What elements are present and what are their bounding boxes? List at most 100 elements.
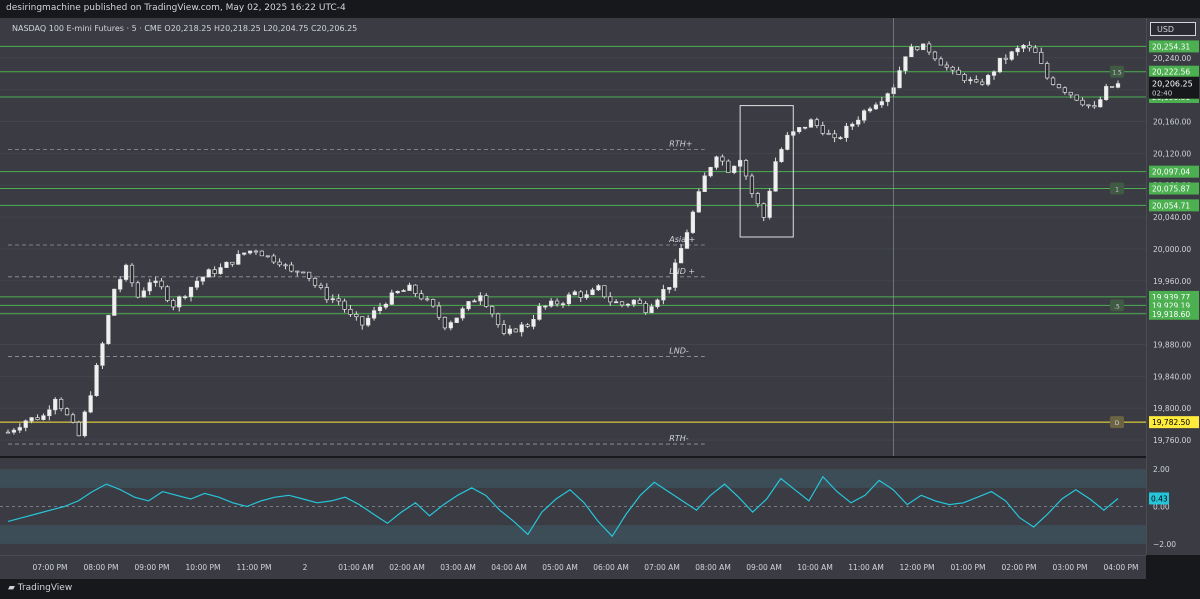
candle-body (667, 287, 672, 290)
candle-body (602, 285, 607, 298)
time-tick-label: 03:00 AM (440, 563, 476, 572)
currency-button[interactable]: USD (1150, 22, 1196, 36)
candle-body (100, 343, 105, 366)
candle-body (118, 279, 123, 290)
candle-body (1003, 57, 1008, 60)
session-level-label: RTH- (669, 434, 688, 443)
candle-body (354, 313, 359, 318)
candle-body (590, 289, 595, 296)
candle-body (395, 290, 400, 294)
candle-body (11, 429, 17, 433)
candle-body (371, 310, 377, 319)
candle-body (1015, 47, 1020, 53)
candle-body (318, 284, 324, 288)
candle-body (1115, 83, 1121, 88)
level-price-badge-label: 20,097.04 (1152, 168, 1190, 177)
candle-body (29, 417, 34, 422)
upper-band (0, 469, 1146, 488)
time-tick-label: 11:00 AM (848, 563, 884, 572)
candle-body (879, 101, 884, 106)
candle-body (861, 110, 867, 121)
price-tick-label: 20,040.00 (1153, 213, 1191, 222)
level-tag-badge (1110, 182, 1124, 195)
symbol-legend: NASDAQ 100 E-mini Futures · 5 · CME O20,… (12, 24, 358, 33)
candle-body (94, 364, 99, 396)
time-tick-label: 01:00 AM (338, 563, 374, 572)
time-tick-label: 02:00 AM (389, 563, 425, 572)
candle-body (1033, 47, 1038, 53)
candle-body (76, 421, 81, 437)
candle-body (909, 46, 914, 58)
level-price-badge (1149, 416, 1199, 429)
price-chart[interactable]: RTH+Asia +LND +LND-RTH-1.51.5D (0, 18, 1146, 456)
candle-body (678, 248, 684, 264)
candle-body (625, 303, 631, 306)
price-tick-label: 19,760.00 (1153, 436, 1191, 445)
candle-body (1009, 51, 1014, 60)
candle-body (915, 46, 920, 51)
candle-body (985, 75, 991, 85)
candle-body (578, 291, 583, 298)
candle-body (785, 134, 790, 150)
candle-body (135, 282, 141, 298)
candle-body (773, 161, 778, 192)
candle-body (218, 267, 223, 274)
candle-body (826, 132, 831, 135)
candle-body (897, 70, 902, 89)
candle-body (543, 305, 548, 308)
price-tick-label: 19,800.00 (1153, 404, 1191, 413)
candle-body (513, 328, 518, 333)
price-pane[interactable]: RTH+ Asia + LND + LND- RTH- 1.5 1.5 D (0, 18, 1146, 456)
candle-body (336, 298, 341, 302)
candle-body (141, 290, 146, 298)
candle-body (454, 317, 459, 323)
candle-body (554, 300, 560, 305)
indicator-chart[interactable] (0, 458, 1146, 555)
price-axis[interactable]: 20,240.0020,200.0020,160.0020,120.0020,0… (1146, 18, 1200, 555)
candle-body (253, 250, 259, 253)
candle-body (1092, 105, 1097, 108)
candle-body (301, 271, 306, 274)
candle-body (1080, 99, 1085, 106)
candle-body (1056, 84, 1062, 89)
time-tick-label: 10:00 PM (186, 563, 221, 572)
candle-body (867, 108, 873, 112)
candle-body (850, 123, 855, 127)
candle-body (360, 316, 365, 326)
candle-body (708, 167, 713, 177)
candle-body (271, 255, 276, 263)
last-price-label: 20,206.25 (1152, 80, 1193, 89)
candle-body (560, 303, 566, 306)
candle-body (436, 305, 442, 318)
indicator-pane[interactable] (0, 458, 1146, 555)
candle-body (1027, 45, 1032, 49)
candle-body (242, 252, 247, 255)
candle-body (106, 315, 111, 345)
candle-body (413, 284, 418, 294)
candle-body (200, 276, 205, 282)
indicator-tick-label: −2.00 (1153, 540, 1176, 549)
candle-body (732, 165, 737, 173)
candle-body (549, 300, 554, 307)
candle-body (348, 308, 353, 315)
time-tick-label: 03:00 PM (1053, 563, 1088, 572)
level-tag-badge (1110, 65, 1124, 78)
candle-body (47, 409, 52, 417)
candle-body (619, 301, 625, 306)
candle-body (88, 395, 93, 413)
candle-body (507, 328, 512, 334)
candle-body (1074, 94, 1079, 101)
candle-body (147, 282, 152, 292)
candle-body (183, 296, 188, 299)
time-tick-label: 04:00 PM (1104, 563, 1139, 572)
level-price-badge-label: 19,782.50 (1152, 418, 1190, 427)
time-axis[interactable]: 07:00 PM 08:00 PM 09:00 PM 10:00 PM 11:00 PM… (0, 555, 1146, 580)
candle-body (419, 293, 424, 300)
candle-body (661, 289, 666, 301)
candle-body (212, 269, 217, 274)
candle-body (188, 286, 194, 298)
tradingview-logo[interactable]: ▰ TradingView (8, 583, 72, 593)
candle-body (991, 71, 997, 76)
level-price-badge (1149, 182, 1199, 195)
candle-body (289, 264, 294, 272)
